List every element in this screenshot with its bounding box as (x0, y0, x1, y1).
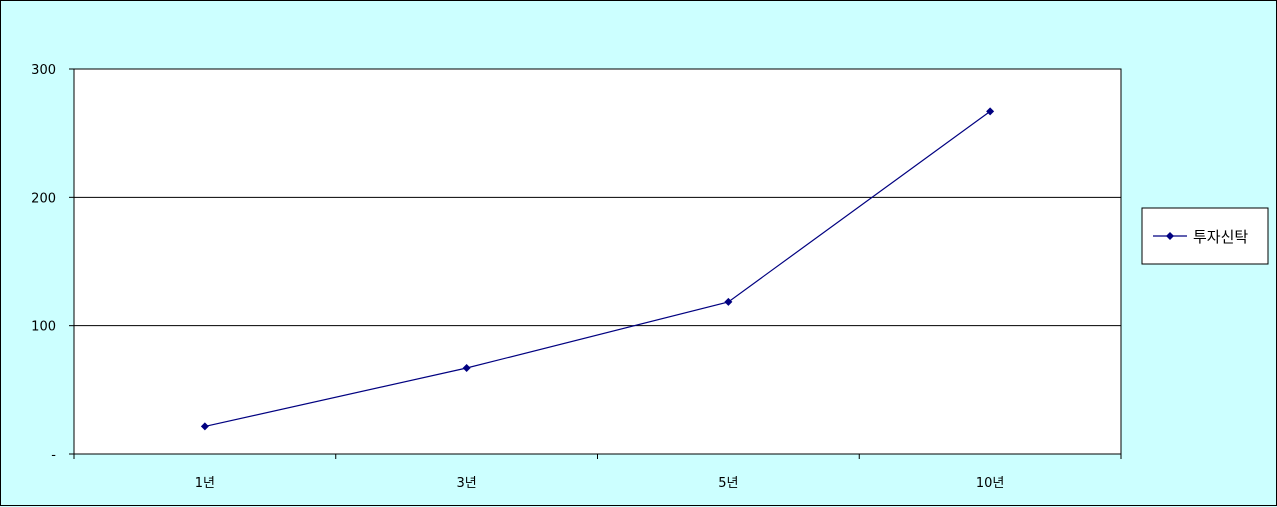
data-point-marker (462, 364, 471, 373)
y-tick-label: - (51, 448, 56, 463)
y-tick-label: 200 (31, 191, 56, 206)
legend-label: 투자신탁 (1193, 228, 1248, 246)
series-line (204, 110, 991, 427)
x-tick-label: 5년 (718, 476, 738, 491)
data-point-marker (724, 297, 733, 306)
legend: 투자신탁 (1141, 207, 1269, 265)
gridlines (74, 196, 1121, 327)
data-point-marker (200, 422, 209, 431)
x-tick-label: 10년 (976, 476, 1005, 491)
axes: - 100 200 300 1년 3년 5년 10년 (31, 63, 1122, 491)
y-tick-label: 300 (31, 63, 56, 78)
series-layer (200, 107, 995, 431)
y-tick-label: 100 (31, 320, 56, 335)
data-point-marker (986, 107, 995, 116)
plot-area (73, 68, 1122, 455)
x-tick-label: 1년 (195, 476, 215, 491)
legend-marker (1166, 232, 1174, 240)
x-tick-label: 3년 (457, 476, 477, 491)
